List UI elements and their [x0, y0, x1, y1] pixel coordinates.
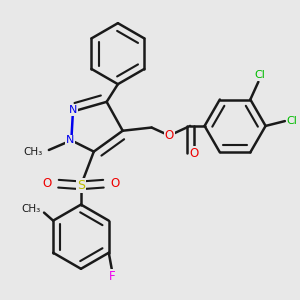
- Text: Cl: Cl: [286, 116, 297, 126]
- Text: O: O: [110, 177, 120, 190]
- Text: CH₃: CH₃: [24, 147, 43, 157]
- Text: N: N: [65, 135, 74, 146]
- Text: O: O: [42, 177, 51, 190]
- Text: O: O: [189, 147, 199, 160]
- Text: Cl: Cl: [254, 70, 266, 80]
- Text: S: S: [77, 179, 85, 192]
- Text: F: F: [109, 270, 115, 283]
- Text: CH₃: CH₃: [22, 204, 41, 214]
- Text: O: O: [165, 129, 174, 142]
- Text: N: N: [69, 105, 77, 115]
